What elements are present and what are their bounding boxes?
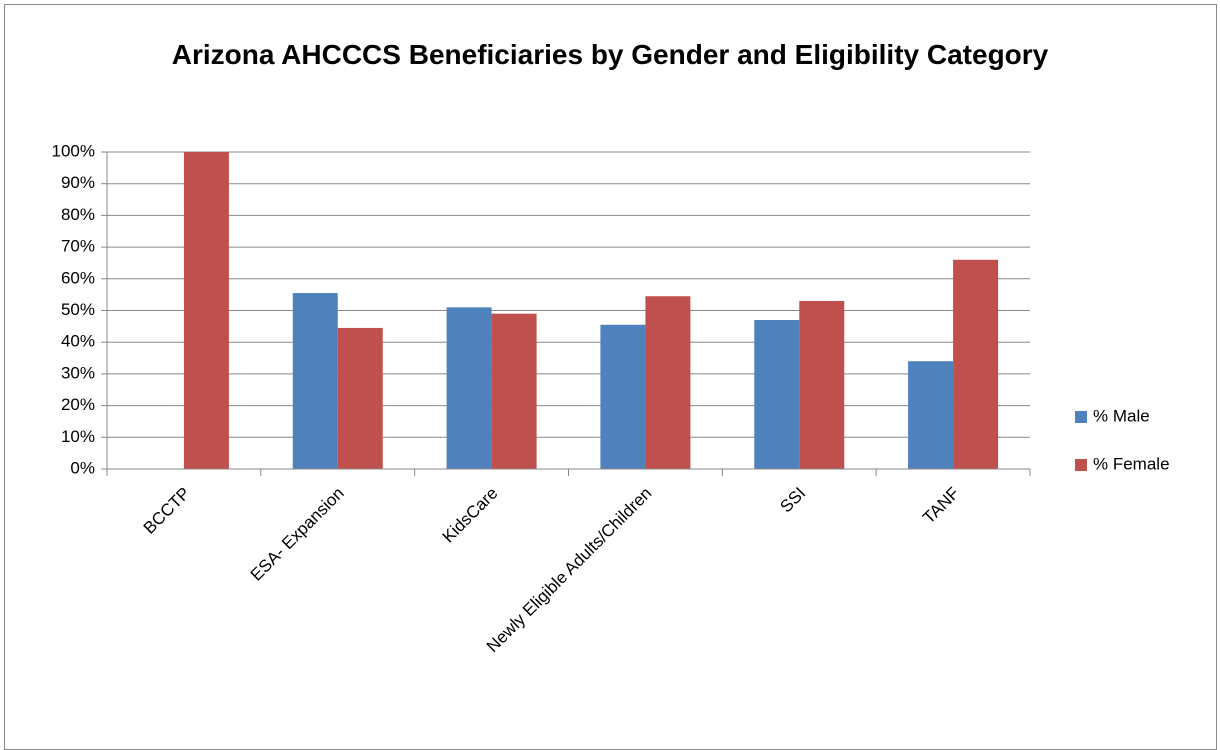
y-tick-label: 70%	[61, 237, 95, 256]
y-tick-label: 40%	[61, 332, 95, 351]
bar	[183, 152, 229, 469]
y-tick-label: 100%	[52, 141, 95, 160]
y-tick-label: 0%	[70, 458, 95, 477]
y-tick-label: 20%	[61, 395, 95, 414]
bar	[446, 307, 492, 469]
y-tick-label: 80%	[61, 205, 95, 224]
legend-swatch	[1075, 411, 1087, 423]
bar	[292, 293, 338, 469]
legend-label: % Female	[1093, 454, 1170, 473]
y-tick-label: 30%	[61, 363, 95, 382]
bar	[600, 324, 646, 469]
bar	[799, 300, 845, 469]
bar	[645, 296, 691, 469]
legend-label: % Male	[1093, 406, 1150, 425]
y-tick-label: 10%	[61, 427, 95, 446]
chart-title: Arizona AHCCCS Beneficiaries by Gender a…	[171, 39, 1049, 70]
y-tick-label: 50%	[61, 300, 95, 319]
bar	[754, 320, 800, 469]
y-tick-label: 90%	[61, 173, 95, 192]
y-tick-label: 60%	[61, 268, 95, 287]
bar	[491, 313, 537, 469]
bar	[953, 259, 999, 469]
bar	[337, 327, 383, 469]
legend-swatch	[1075, 459, 1087, 471]
bar	[908, 361, 954, 469]
